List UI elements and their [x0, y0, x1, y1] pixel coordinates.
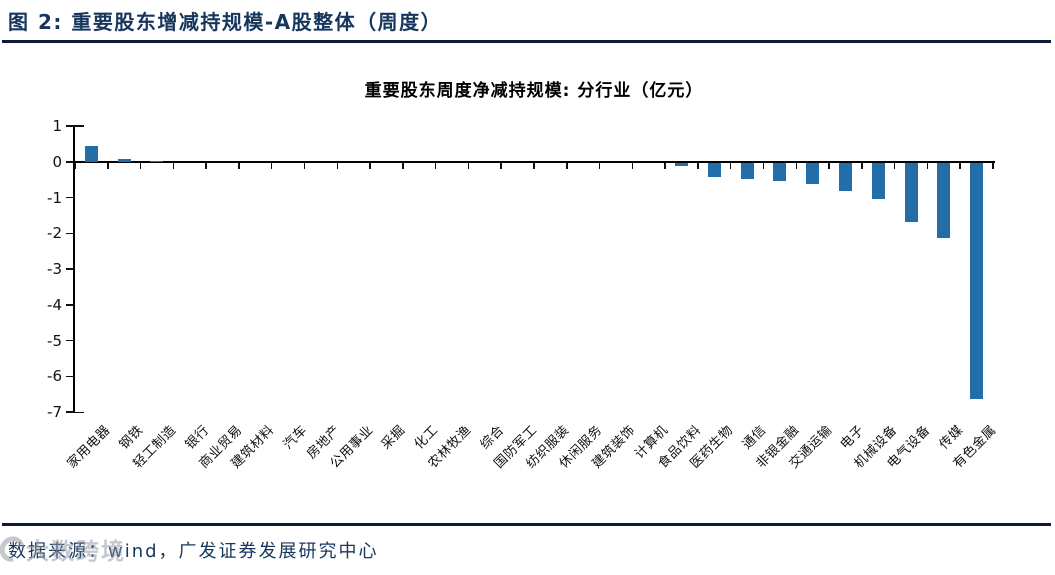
x-tick: [434, 162, 437, 169]
x-tick: [697, 162, 699, 169]
x-tick: [533, 162, 535, 169]
plot-area: 1 0 -1 -2 -3 -4 -5 -6 -7 家用电器 钢铁 轻工制造 银行 商业贸易 建筑材料 汽车 房地…: [47, 117, 999, 472]
x-tick: [172, 162, 175, 169]
x-tick: [402, 162, 404, 169]
x-tick: [631, 162, 634, 169]
bar: [675, 162, 689, 167]
y-axis-label: -3: [47, 260, 62, 278]
x-category-label: 采掘: [379, 422, 409, 453]
bar: [970, 162, 984, 399]
data-source-note: 数据来源：wind，广发证券发展研究中心: [8, 541, 379, 562]
bar: [806, 162, 820, 185]
y-tick: [66, 375, 73, 377]
x-tick: [795, 162, 798, 169]
x-tick: [205, 162, 207, 169]
y-axis-label: -7: [47, 403, 62, 421]
y-axis-label: 1: [52, 117, 62, 135]
y-tick: [66, 339, 73, 342]
x-tick: [992, 162, 994, 169]
x-tick: [74, 162, 76, 169]
bar: [150, 160, 164, 162]
bar: [871, 162, 885, 199]
y-axis-label: -4: [47, 295, 62, 314]
x-tick: [467, 162, 470, 169]
x-tick: [566, 162, 568, 169]
y-axis-label: 0: [52, 152, 62, 171]
x-tick: [959, 162, 961, 169]
x-tick: [500, 162, 502, 169]
y-axis-top-cap: [73, 125, 84, 127]
y-axis-label: -6: [47, 367, 62, 386]
x-tick: [893, 162, 896, 169]
bar: [937, 162, 951, 238]
bar: [84, 145, 98, 162]
bar: [740, 162, 754, 179]
x-tick: [369, 162, 371, 169]
y-axis-label: -1: [47, 188, 62, 207]
y-tick: [66, 304, 73, 306]
bar: [904, 162, 918, 222]
footer-divider: [2, 523, 1051, 526]
x-tick: [762, 162, 765, 169]
header-divider: [2, 40, 1051, 43]
x-tick: [926, 162, 929, 169]
x-tick: [828, 162, 830, 169]
y-axis-bottom-cap: [73, 411, 84, 413]
x-tick: [664, 162, 666, 169]
chart-title: 重要股东周度净减持规模: 分行业（亿元）: [364, 81, 704, 101]
y-axis-label: -5: [47, 331, 62, 350]
y-tick: [66, 411, 73, 413]
y-tick: [66, 268, 73, 270]
figure-title: 图 2: 重要股东增减持规模-A股整体（周度）: [8, 10, 443, 34]
y-tick: [66, 196, 73, 199]
bar: [773, 162, 787, 181]
bar: [117, 159, 131, 162]
x-tick: [107, 162, 109, 169]
x-tick: [139, 162, 142, 169]
x-category-label: 家用电器: [65, 422, 114, 472]
y-tick: [66, 125, 73, 127]
zero-line: [75, 160, 995, 163]
bar: [838, 162, 852, 192]
y-axis-label: -2: [47, 224, 62, 243]
x-tick: [861, 162, 863, 169]
y-tick: [66, 232, 73, 234]
x-tick: [303, 162, 306, 169]
x-tick: [729, 162, 732, 169]
y-tick: [66, 161, 73, 163]
x-tick: [336, 162, 339, 169]
x-tick: [238, 162, 240, 169]
x-tick: [598, 162, 601, 169]
x-tick: [270, 162, 273, 169]
bar: [707, 162, 721, 178]
y-axis-line: [73, 125, 75, 413]
